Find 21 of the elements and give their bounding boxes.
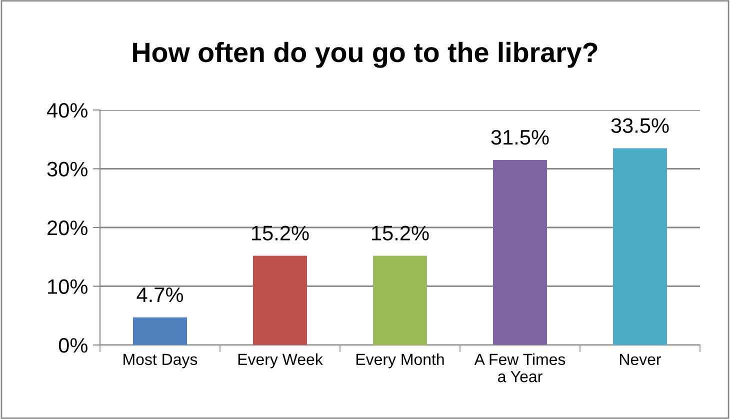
y-tick-label: 0%	[58, 338, 88, 353]
x-tick-label: Every Week	[238, 353, 323, 368]
y-tick-label: 20%	[48, 220, 88, 236]
data-label: 33.5%	[611, 118, 669, 133]
data-label: 15.2%	[372, 226, 429, 240]
y-tick-label: 30%	[47, 162, 88, 177]
y-tick-label: 10%	[48, 279, 88, 294]
data-label: 31.5%	[491, 130, 549, 145]
bar	[613, 148, 667, 345]
x-tick-label: Never	[620, 354, 662, 366]
bar	[493, 160, 547, 345]
bar	[133, 317, 187, 345]
data-label: 4.7%	[136, 287, 184, 302]
x-tick-label: A Few Times a Year	[474, 353, 566, 382]
chart-title: How often do you go to the library?	[133, 42, 598, 68]
bar	[253, 256, 307, 345]
y-tick-label: 40%	[46, 103, 88, 118]
x-tick-label: Every Month	[356, 353, 444, 368]
x-tick-label: Most Days	[124, 354, 198, 368]
bar	[373, 256, 427, 345]
data-label: 15.2%	[252, 226, 309, 240]
